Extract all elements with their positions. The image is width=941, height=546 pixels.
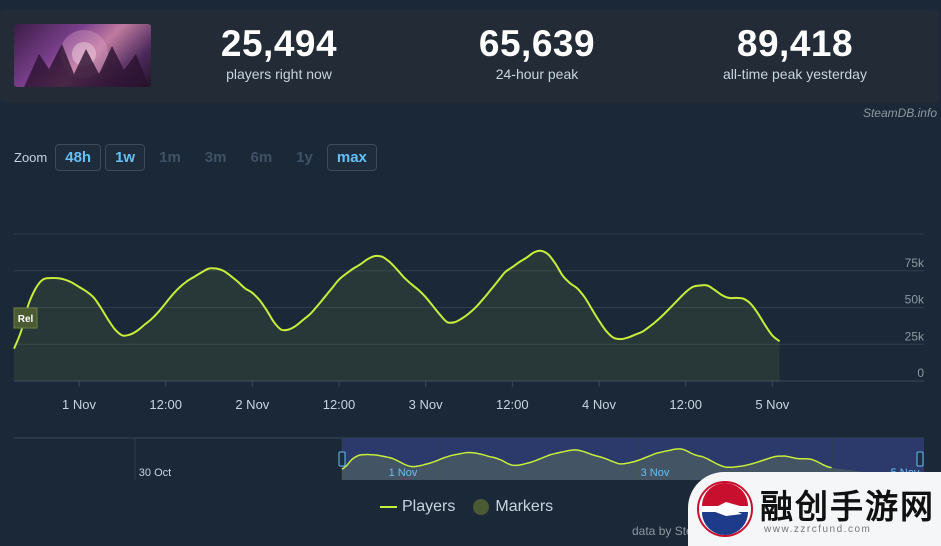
x-tick-label: 12:00 <box>669 397 702 412</box>
zoom-max-button[interactable]: max <box>326 144 377 171</box>
x-tick-label: 12:00 <box>323 397 356 412</box>
chart-legend: Players Markers <box>380 498 571 516</box>
day-peak-label: 24-hour peak <box>495 66 579 82</box>
data-source-credit: data by Ste <box>632 524 693 538</box>
navigator-label: 3 Nov <box>641 467 670 479</box>
zoom-48h-button[interactable]: 48h <box>55 144 102 171</box>
watermark-logo-icon <box>697 481 753 537</box>
release-flag[interactable]: Rel <box>13 307 38 329</box>
current-players-value: 25,494 <box>220 23 338 64</box>
zoom-3m-button[interactable]: 3m <box>195 144 237 171</box>
x-tick-label: 1 Nov <box>62 397 96 412</box>
game-capsule-image[interactable] <box>14 24 151 87</box>
zoom-1m-button[interactable]: 1m <box>149 144 191 171</box>
x-tick-label: 12:00 <box>149 397 182 412</box>
player-count-chart[interactable]: 0 25k 50k 75k 1 Nov 12:00 2 Nov 12:00 3 Nov 12:0… <box>0 184 939 484</box>
x-axis-ticks: 1 Nov 12:00 2 Nov 12:00 3 Nov 12:00 4 Nov 12:00… <box>62 381 790 412</box>
navigator-line <box>341 448 832 470</box>
x-tick-label: 2 Nov <box>235 397 269 412</box>
alltime-peak-stat: 89,418 all-time peak yesterday <box>700 23 890 83</box>
legend-markers-label: Markers <box>495 498 554 515</box>
legend-markers[interactable]: Markers <box>473 498 553 516</box>
game-art <box>24 30 149 87</box>
players-area <box>14 250 780 381</box>
navigator-left-handle[interactable] <box>338 451 346 467</box>
stats-bar: 25,494 players right now 65,639 24-hour … <box>0 10 939 103</box>
site-watermark: 融创手游网 www.zzrcfund.com <box>688 472 941 546</box>
x-tick-label: 12:00 <box>496 397 529 412</box>
navigator-label: 1 Nov <box>389 467 418 479</box>
steamdb-attribution[interactable]: SteamDB.info <box>862 106 937 120</box>
y-tick-label: 25k <box>905 329 925 343</box>
x-tick-label: 4 Nov <box>582 397 616 412</box>
alltime-peak-value: 89,418 <box>736 23 854 64</box>
navigator-label: 30 Oct <box>139 467 171 479</box>
y-tick-label: 0 <box>917 366 924 380</box>
release-flag-label: Rel <box>18 314 34 325</box>
zoom-6m-button[interactable]: 6m <box>240 144 282 171</box>
zoom-1y-button[interactable]: 1y <box>286 144 323 171</box>
x-tick-label: 3 Nov <box>409 397 443 412</box>
alltime-peak-label: all-time peak yesterday <box>723 66 867 82</box>
players-line[interactable] <box>13 249 781 350</box>
day-peak-value: 65,639 <box>478 23 596 64</box>
current-players-label: players right now <box>226 66 332 82</box>
zoom-controls: Zoom 48h 1w 1m 3m 6m 1y max <box>14 144 381 171</box>
x-tick-label: 5 Nov <box>755 397 789 412</box>
watermark-text: 融创手游网 <box>760 488 935 525</box>
legend-players-label: Players <box>402 498 456 515</box>
zoom-label: Zoom <box>14 150 48 165</box>
y-tick-label: 75k <box>905 256 925 270</box>
release-flag-box <box>13 307 38 329</box>
y-tick-label: 50k <box>905 293 925 307</box>
legend-players[interactable]: Players <box>380 498 455 516</box>
day-peak-stat: 65,639 24-hour peak <box>454 23 620 83</box>
watermark-url: www.zzrcfund.com <box>764 524 872 535</box>
navigator-right-handle[interactable] <box>916 451 924 467</box>
y-axis-ticks: 0 25k 50k 75k <box>905 256 925 380</box>
zoom-1w-button[interactable]: 1w <box>105 144 146 171</box>
markers-dot-swatch <box>473 499 490 515</box>
players-line-swatch <box>380 506 397 508</box>
current-players-stat: 25,494 players right now <box>196 23 362 83</box>
